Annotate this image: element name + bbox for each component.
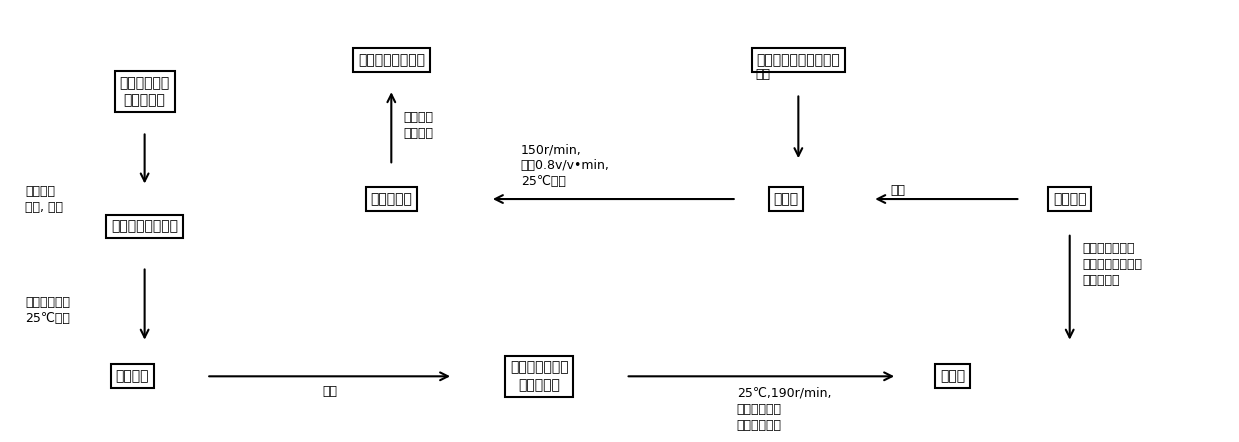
Text: 松茸菌丝体干物质: 松茸菌丝体干物质: [358, 53, 425, 67]
Text: 斜面培养基中培养: 斜面培养基中培养: [112, 220, 178, 233]
Text: 150r/min,
通气0.8v/v•min,
25℃恒温: 150r/min, 通气0.8v/v•min, 25℃恒温: [520, 144, 610, 188]
Text: 25℃,190r/min,
摇床培养，无
菌过滤、冲洗: 25℃,190r/min, 摇床培养，无 菌过滤、冲洗: [737, 387, 831, 432]
Text: 加入: 加入: [756, 68, 771, 81]
Text: 摇瓶玉米粉液体
种子培养基: 摇瓶玉米粉液体 种子培养基: [510, 361, 569, 392]
Text: 灭菌、取
小块, 接入: 灭菌、取 小块, 接入: [25, 185, 63, 213]
Text: 斜面菌种: 斜面菌种: [115, 370, 149, 383]
Text: 菌膜未破裂松
茸菌子实体: 菌膜未破裂松 茸菌子实体: [119, 76, 170, 107]
Text: 菌丝体: 菌丝体: [940, 370, 965, 383]
Text: 发酵罐: 发酵罐: [773, 192, 799, 206]
Text: 加生理盐水、少
量玻璃珠，稀释、
打碎、摇匀: 加生理盐水、少 量玻璃珠，稀释、 打碎、摇匀: [1082, 242, 1142, 287]
Text: 过滤、冲
洗、烘干: 过滤、冲 洗、烘干: [404, 110, 434, 140]
Text: 玉米粉液体发酵培养基: 玉米粉液体发酵培养基: [757, 53, 840, 67]
Text: 接入: 接入: [322, 385, 337, 398]
Text: 液体种子: 液体种子: [1053, 192, 1087, 206]
Text: 放入培养箱、
25℃恒温: 放入培养箱、 25℃恒温: [25, 297, 69, 325]
Text: 菌丝体收集: 菌丝体收集: [370, 192, 413, 206]
Text: 接入: 接入: [891, 184, 906, 197]
